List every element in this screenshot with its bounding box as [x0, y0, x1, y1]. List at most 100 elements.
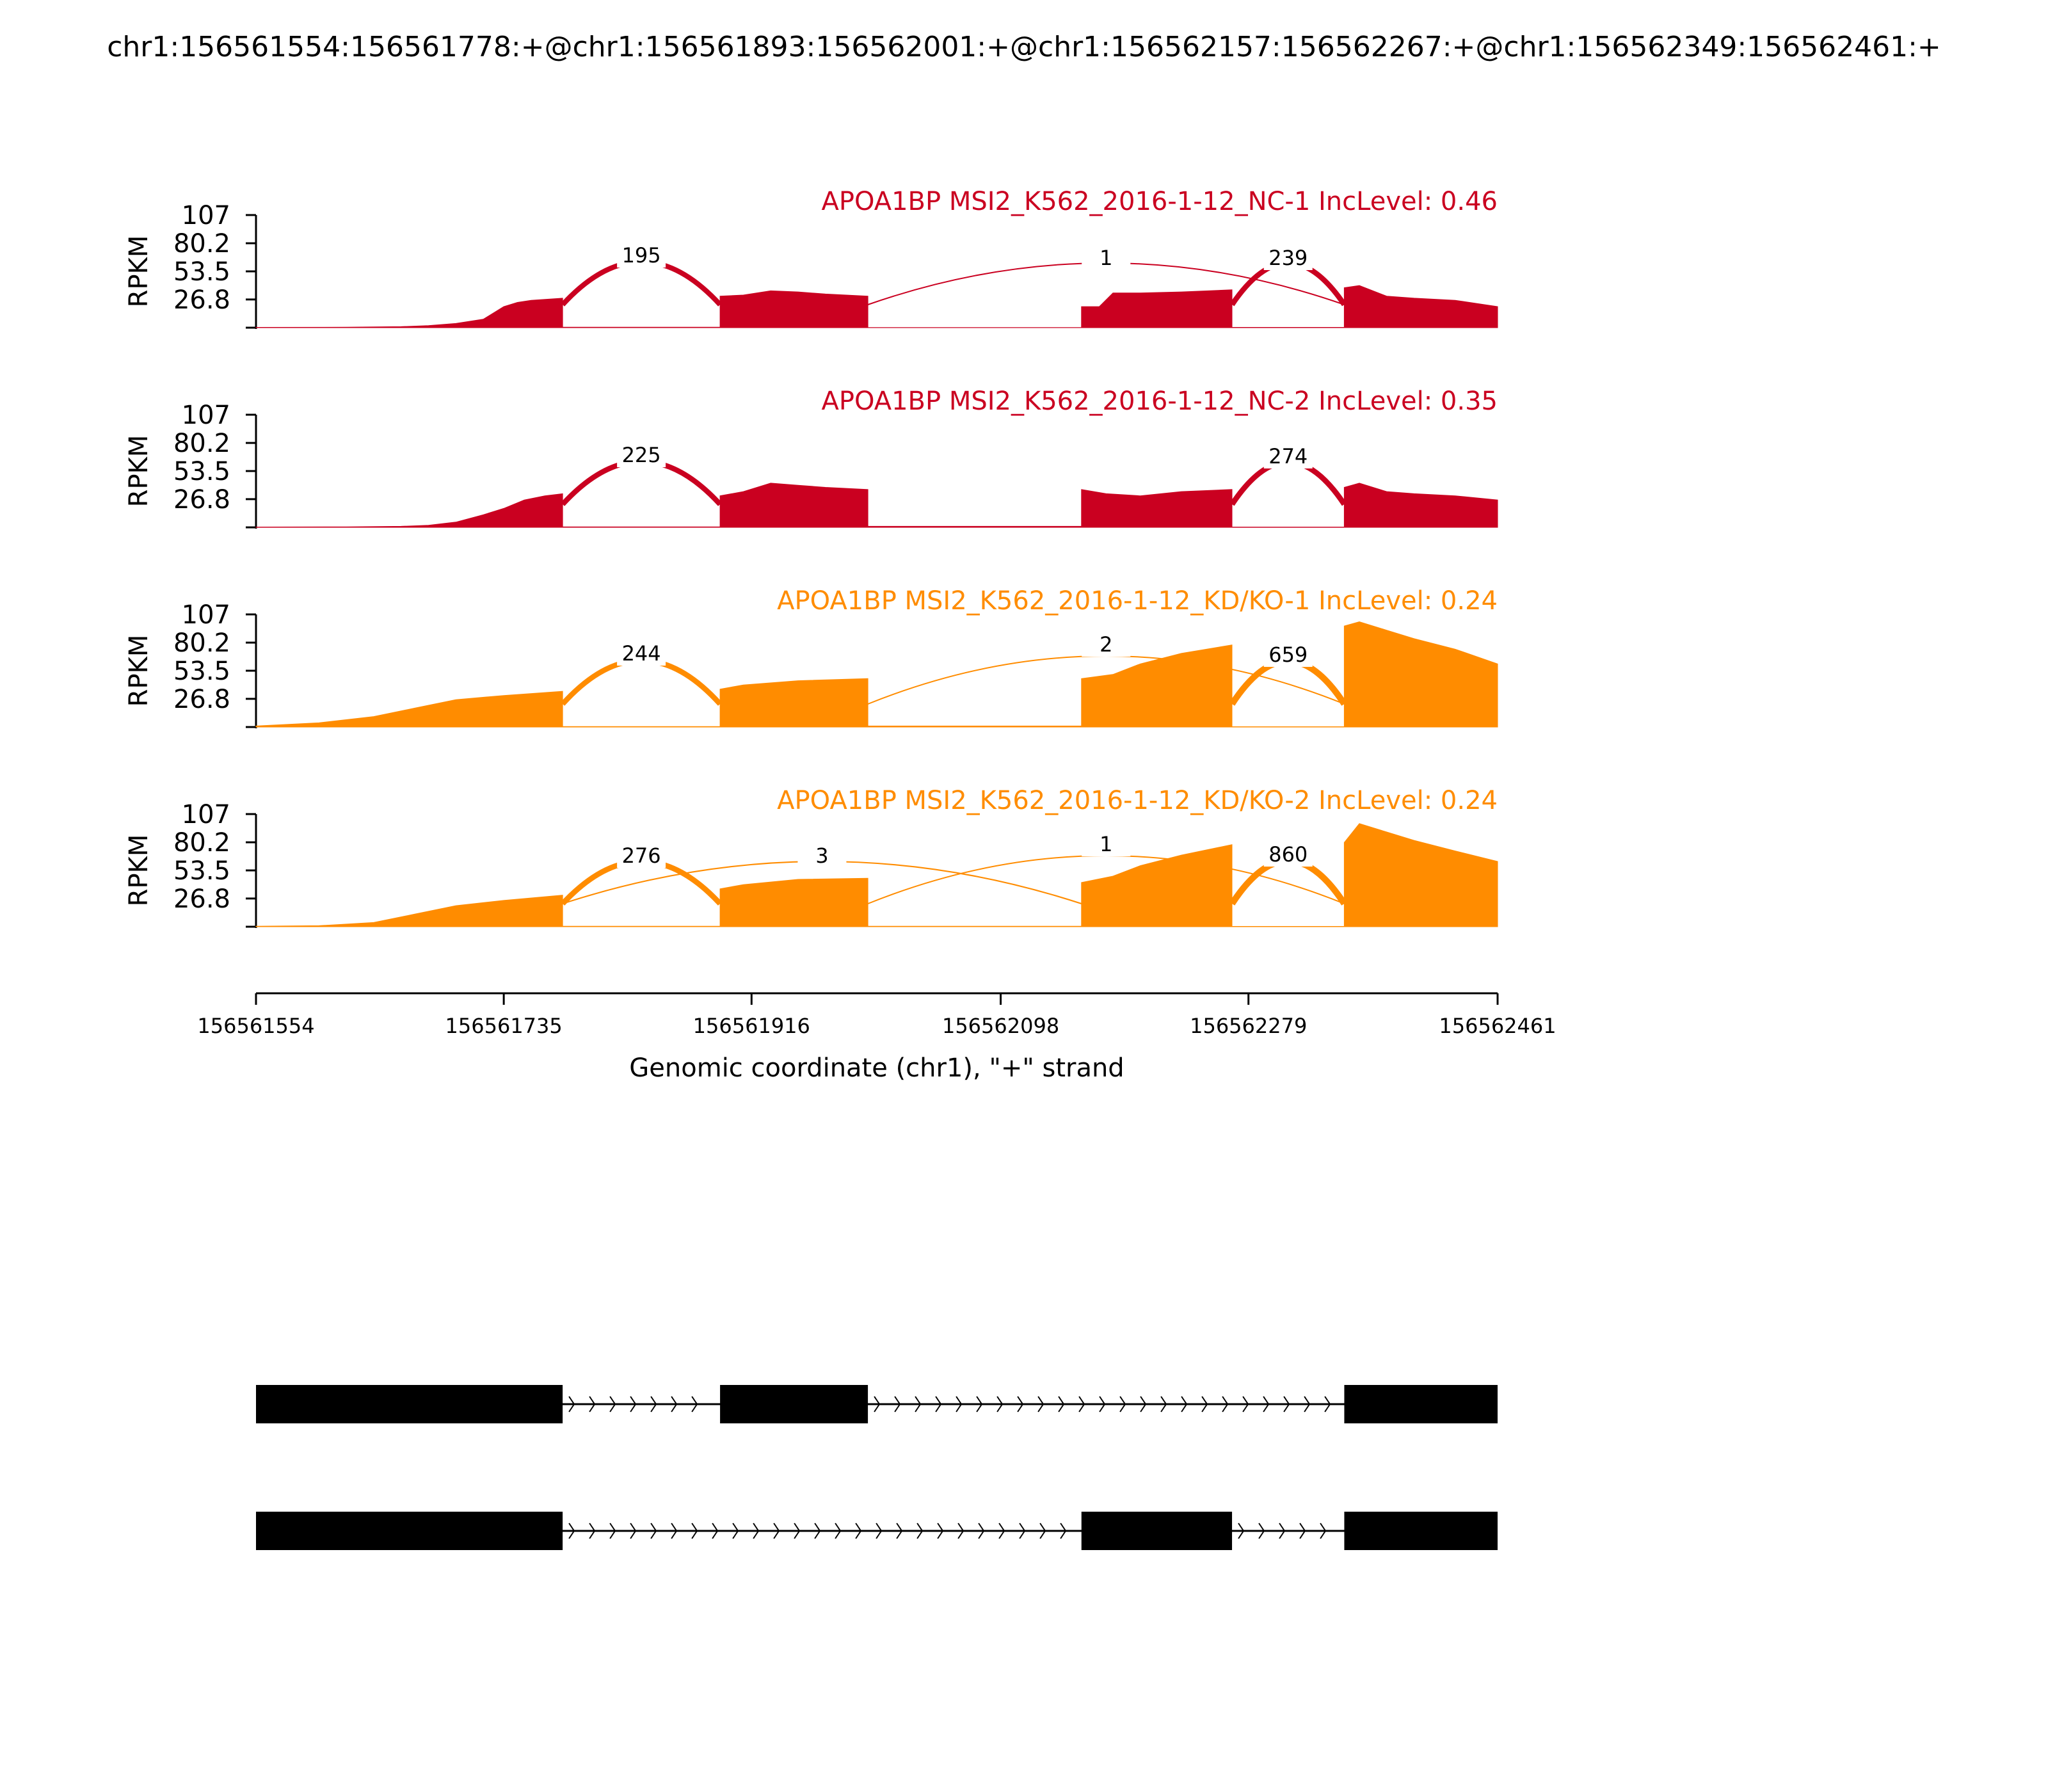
y-tick-label: 53.5	[173, 257, 230, 287]
strand-arrow	[978, 1523, 985, 1539]
junction-label: 244	[617, 640, 666, 666]
y-axis-label: RPKM	[124, 835, 154, 907]
junction-count: 659	[1268, 643, 1308, 667]
strand-arrow	[956, 1396, 963, 1412]
strand-arrow	[691, 1396, 698, 1412]
track-label: APOA1BP MSI2_K562_2016-1-12_KD/KO-1 IncL…	[777, 586, 1498, 616]
strand-arrow	[1058, 1396, 1065, 1412]
strand-arrow	[589, 1523, 596, 1539]
strand-arrow	[589, 1396, 596, 1412]
y-tick-label: 53.5	[173, 657, 230, 686]
junction-label-bg	[1082, 831, 1131, 856]
junction-count: 276	[622, 844, 661, 868]
x-tick-label: 156562279	[1190, 1014, 1307, 1038]
junction-label: 1	[1082, 831, 1131, 856]
x-tick-label: 156562098	[942, 1014, 1059, 1038]
junction-label: 276	[617, 842, 666, 868]
y-tick-label: 26.8	[173, 685, 230, 714]
track-label: APOA1BP MSI2_K562_2016-1-12_KD/KO-2 IncL…	[777, 786, 1498, 815]
strand-arrow	[1160, 1396, 1167, 1412]
strand-arrow	[976, 1396, 983, 1412]
strand-arrow	[1242, 1396, 1249, 1412]
strand-arrow	[1037, 1396, 1044, 1412]
strand-arrow	[1263, 1396, 1270, 1412]
coverage-area	[255, 285, 1498, 328]
junction-label: 225	[617, 442, 666, 467]
junction-count: 239	[1268, 246, 1308, 270]
junction-count: 3	[815, 844, 828, 868]
junction-arc	[561, 259, 723, 307]
strand-arrow	[1283, 1396, 1290, 1412]
junction-count: 244	[622, 641, 661, 666]
junction-label: 239	[1263, 244, 1313, 270]
y-tick-label: 107	[182, 800, 230, 829]
junction-label-bg	[1263, 641, 1313, 667]
strand-arrow	[609, 1523, 616, 1539]
strand-arrow	[1258, 1523, 1265, 1539]
x-tick-label: 156562461	[1439, 1014, 1556, 1038]
strand-arrow	[1060, 1523, 1067, 1539]
y-tick-label: 80.2	[173, 828, 230, 858]
strand-arrow	[874, 1396, 881, 1412]
junction-label-bg	[1082, 244, 1131, 270]
strand-arrow	[998, 1523, 1005, 1539]
junction-label-bg	[617, 640, 666, 666]
junction-count: 225	[622, 443, 661, 467]
strand-arrow	[671, 1523, 678, 1539]
strand-arrow	[896, 1523, 903, 1539]
strand-arrow	[935, 1396, 942, 1412]
strand-arrow	[894, 1396, 901, 1412]
junction-label: 2	[1082, 631, 1131, 657]
coverage-area	[255, 823, 1498, 927]
junction-label: 195	[617, 242, 666, 268]
y-tick-label: 26.8	[173, 485, 230, 515]
x-tick-label: 156561554	[197, 1014, 314, 1038]
junction-label-bg	[1263, 443, 1313, 468]
isoform-structures	[256, 1385, 1498, 1550]
strand-arrow	[1201, 1396, 1208, 1412]
strand-arrow	[1019, 1523, 1026, 1539]
strand-arrow	[1320, 1523, 1327, 1539]
junction-label-bg	[1263, 244, 1313, 270]
strand-arrow	[1238, 1523, 1245, 1539]
y-axis-label: RPKM	[124, 635, 154, 707]
junction-label: 659	[1263, 641, 1313, 667]
exon-block	[720, 1385, 868, 1423]
isoform-2	[256, 1512, 1498, 1550]
y-tick-label: 107	[182, 600, 230, 630]
junction-count: 1	[1100, 832, 1112, 856]
y-tick-label: 80.2	[173, 628, 230, 658]
strand-arrow	[814, 1523, 821, 1539]
junction-count: 2	[1100, 632, 1112, 657]
strand-arrow	[609, 1396, 616, 1412]
strand-arrow	[773, 1523, 780, 1539]
strand-arrow	[855, 1523, 862, 1539]
junction-count: 1	[1100, 246, 1112, 270]
strand-arrow	[876, 1523, 883, 1539]
isoform-1	[256, 1385, 1498, 1423]
track-label: APOA1BP MSI2_K562_2016-1-12_NC-1 IncLeve…	[821, 187, 1498, 216]
y-tick-label: 107	[182, 401, 230, 430]
exon-block	[1344, 1512, 1498, 1550]
strand-arrow	[1017, 1396, 1024, 1412]
strand-arrow	[1222, 1396, 1229, 1412]
y-axis-label: RPKM	[124, 435, 154, 508]
junction-label-bg	[797, 842, 847, 868]
strand-arrow	[916, 1523, 924, 1539]
strand-arrow	[1140, 1396, 1147, 1412]
y-tick-label: 80.2	[173, 229, 230, 259]
exon-block	[256, 1385, 563, 1423]
strand-arrow	[835, 1523, 842, 1539]
x-tick-label: 156561916	[693, 1014, 810, 1038]
junction-label-bg	[1263, 841, 1313, 867]
coverage-area	[255, 621, 1498, 728]
exon-block	[256, 1512, 563, 1550]
junction-label-bg	[617, 442, 666, 467]
y-tick-label: 53.5	[173, 457, 230, 486]
x-axis-label: Genomic coordinate (chr1), "+" strand	[629, 1053, 1124, 1083]
y-tick-label: 107	[182, 201, 230, 230]
strand-arrow	[568, 1396, 575, 1412]
